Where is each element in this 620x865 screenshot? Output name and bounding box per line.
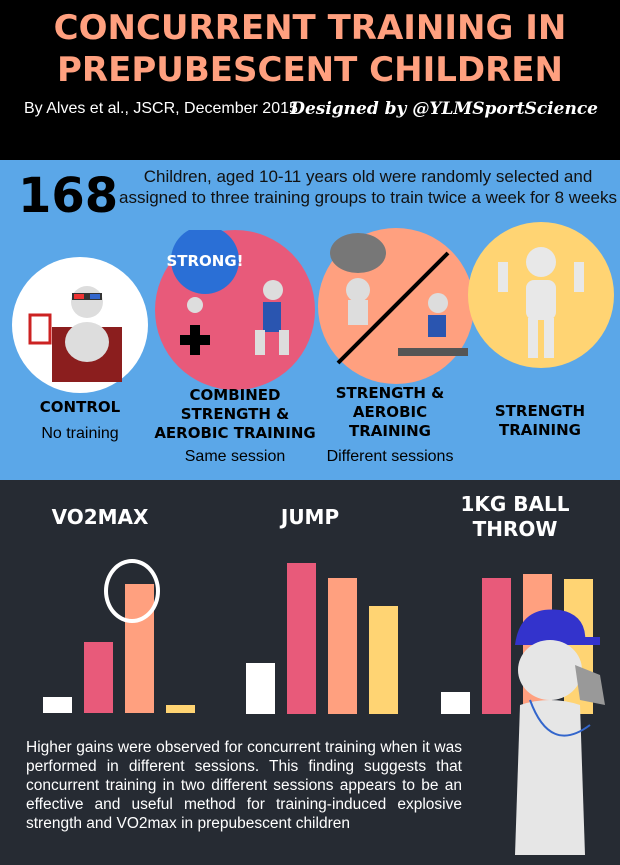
bar-control: [441, 692, 470, 714]
bar-combined-same-session: [287, 563, 316, 714]
bar-control: [246, 663, 275, 714]
bar-control: [43, 697, 72, 713]
ball-label: STRONG!: [166, 252, 243, 270]
figure-watching-3d-movie-icon: [28, 286, 122, 382]
designer-credit: Designed by @YLMSportScience: [290, 99, 598, 119]
chart-title-vo2max: VO2max: [51, 505, 149, 529]
figure-lifting-rock-slash-treadmill-runner-icon: [330, 233, 468, 365]
figure-pushing-strong-ball-plus-runner-icon: STRONG!: [166, 226, 289, 355]
group-name-control: Control: [39, 398, 121, 416]
bar-strength: [369, 606, 398, 714]
intro-text: Children, aged 10-11 years old were rand…: [119, 167, 617, 207]
bar-combined-same-session: [482, 578, 511, 714]
group-name-combined: Combined Strength & Aerobic Training: [154, 386, 316, 442]
byline: By Alves et al., JSCR, December 2015: [24, 100, 298, 117]
combined-circle: STRONG!: [155, 226, 315, 390]
summary-text: Higher gains were observed for concurren…: [26, 739, 462, 832]
chart-jump: [246, 554, 401, 714]
bar-strength: [166, 705, 195, 713]
title-line-2: Prepubescent Children: [57, 50, 563, 90]
control-circle: [12, 257, 148, 393]
coach-figure-with-whistle-icon: [515, 609, 605, 855]
figure-flexing-muscles-icon: [498, 247, 584, 358]
chart-title-jump: Jump: [280, 505, 340, 529]
group-sub-control: No training: [41, 425, 119, 442]
bar-combined-same-session: [84, 642, 113, 713]
title-line-1: Concurrent Training in: [53, 8, 567, 48]
strength-circle: [468, 222, 614, 368]
group-name-separate: Strength & Aerobic Training: [335, 384, 445, 440]
group-name-strength: Strength Training: [494, 402, 586, 439]
bar-different-sessions: [328, 578, 357, 714]
chart-title-ball-throw: 1kg Ball Throw: [460, 492, 570, 541]
separate-sessions-circle: [318, 228, 474, 384]
participant-count: 168: [18, 168, 119, 224]
header: [0, 0, 620, 160]
group-sub-separate: Different sessions: [326, 448, 454, 465]
highlight-circle: [104, 559, 160, 623]
group-sub-combined: Same session: [184, 448, 286, 465]
